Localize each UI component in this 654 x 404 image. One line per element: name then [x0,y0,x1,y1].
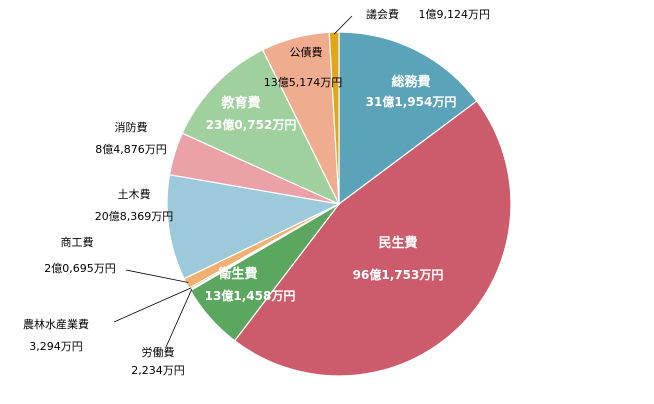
label-doboku-value: 20億8,369万円 [95,210,174,223]
label-norin-name: 農林水産業費 [23,317,89,331]
label-somu-value: 31億1,954万円 [366,94,457,109]
pie-slice [233,100,512,377]
leader-line [113,287,192,323]
pie-slice [181,49,341,206]
label-gikai: 議会費 1億9,124万円 [366,7,490,21]
leader-lines [113,15,353,348]
label-shobo-value: 8億4,876万円 [95,143,167,156]
pie-slice [166,173,341,280]
label-shoko-name: 商工費 [61,235,94,249]
leader-line [333,15,353,35]
label-eisei-name: 衛生費 [217,266,257,282]
leader-line [125,269,189,283]
label-norin-value: 3,294万円 [29,340,83,353]
label-gikai-name: 議会費 [366,7,399,21]
label-shobo-name: 消防費 [115,120,148,134]
pie-slice [338,31,478,206]
label-kyoiku-value: 23億0,752万円 [206,117,297,132]
label-gikai-value: 1億9,124万円 [419,8,491,21]
leader-line [165,288,193,348]
label-doboku-name: 土木費 [118,187,151,201]
label-roudou-value: 2,234万円 [131,364,185,377]
label-minsei-name: 民生費 [378,235,417,251]
label-kyoiku-name: 教育費 [220,95,260,111]
pie-slices [166,31,512,377]
label-kousai-name: 公債費 [290,45,323,59]
label-somu-name: 総務費 [391,74,430,90]
pie-slice [328,31,340,205]
label-kousai-value: 13億5,174万円 [264,76,343,89]
label-shoko-value: 2億0,695万円 [44,262,116,275]
label-minsei-value: 96億1,753万円 [353,267,444,282]
label-roudou-name: 労働費 [142,345,175,359]
slice-labels: 総務費 31億1,954万円 民生費 96億1,753万円 衛生費 13億1,4… [23,7,490,377]
label-eisei-value: 13億1,458万円 [205,288,296,303]
